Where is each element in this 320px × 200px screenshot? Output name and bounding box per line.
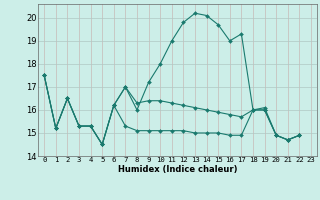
- X-axis label: Humidex (Indice chaleur): Humidex (Indice chaleur): [118, 165, 237, 174]
